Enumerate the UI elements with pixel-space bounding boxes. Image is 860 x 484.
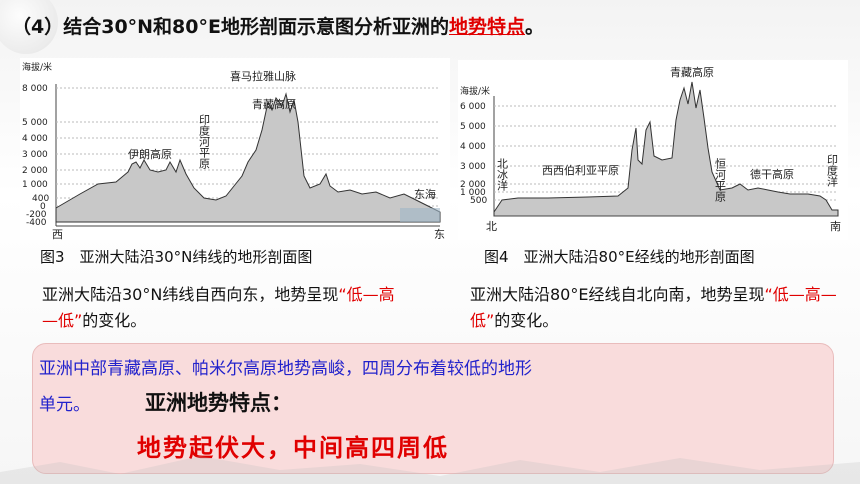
fig4-y-tick: 1 000 bbox=[460, 188, 486, 198]
fig3-label: 伊朗高原 bbox=[128, 147, 172, 161]
fig4-terrain bbox=[493, 81, 839, 217]
desc-30n: 亚洲大陆沿30°N纬线自西向东，地势呈现“低—高—低”的变化。 bbox=[42, 285, 395, 330]
svg-text:印度河平原: 印度河平原 bbox=[198, 114, 211, 169]
fig4-label-vertical: 北冰洋 bbox=[496, 158, 509, 191]
desc-30n-quote: “低—高—低” bbox=[42, 285, 395, 330]
fig4-y-tick: 500 bbox=[470, 196, 487, 206]
summary-box: 亚洲中部青藏高原、帕米尔高原地势高峻，四周分布着较低的地形 单元。 亚洲地势特点… bbox=[32, 343, 834, 474]
fig4-caption: 图4 亚洲大陆沿80°E经线的地形剖面图 bbox=[484, 248, 755, 266]
summary-heading: 亚洲地势特点： bbox=[145, 391, 292, 415]
fig4-label: 西西伯利亚平原 bbox=[542, 163, 619, 177]
fig4-left-end: 北 bbox=[486, 220, 497, 233]
figure-30n-profile: 海拔/米 8 000 5 000 4 000 3 000 2 000 1 000… bbox=[20, 58, 450, 240]
fig3-y-tick: -400 bbox=[26, 218, 47, 228]
fig3-label: 喜马拉雅山脉 bbox=[230, 69, 296, 83]
fig4-y-tick: 2 000 bbox=[460, 180, 486, 190]
svg-text:恒河平原: 恒河平原 bbox=[714, 158, 727, 202]
fig3-y-tick: 0 bbox=[40, 202, 46, 212]
bottom-decoration bbox=[0, 456, 860, 484]
fig4-y-tick: 5 000 bbox=[460, 122, 486, 132]
fig4-y-ticks: 6 000 5 000 4 000 3 000 2 000 1 000 500 bbox=[460, 102, 838, 206]
fig4-label-vertical: 印度洋 bbox=[826, 154, 839, 187]
fig3-y-tick: -200 bbox=[26, 210, 47, 220]
fig4-y-tick: 3 000 bbox=[460, 162, 486, 172]
fig4-y-tick: 6 000 bbox=[460, 102, 486, 112]
fig4-label: 青藏高原 bbox=[670, 65, 714, 79]
svg-text:印度洋: 印度洋 bbox=[826, 154, 839, 187]
svg-text:北冰洋: 北冰洋 bbox=[496, 158, 509, 191]
desc-80e: 亚洲大陆沿80°E经线自北向南，地势呈现“低—高—低”的变化。 bbox=[470, 285, 837, 330]
fig3-ylabel: 海拔/米 bbox=[22, 61, 52, 73]
figure-80e-profile: 海拔/米 6 000 5 000 4 000 3 000 2 000 1 000… bbox=[458, 60, 848, 240]
fig3-label: 东海 bbox=[414, 187, 436, 201]
fig3-y-tick: 400 bbox=[32, 194, 49, 204]
summary-line1: 亚洲中部青藏高原、帕米尔高原地势高峻，四周分布着较低的地形 bbox=[39, 359, 532, 379]
fig3-y-tick: 1 000 bbox=[22, 180, 48, 190]
page-title: （4）结合30°N和80°E地形剖面示意图分析亚洲的地势特点。 bbox=[12, 16, 545, 38]
fig3-terrain bbox=[55, 92, 441, 223]
summary-line2: 单元。 bbox=[39, 395, 90, 415]
fig3-y-tick: 2 000 bbox=[22, 166, 48, 176]
title-highlight: 地势特点 bbox=[448, 16, 525, 38]
fig4-label-vertical: 恒河平原 bbox=[714, 158, 727, 202]
fig3-right-end: 东 bbox=[434, 228, 445, 240]
summary-conclusion: 地势起伏大，中间高四周低 bbox=[137, 434, 449, 462]
fig3-label-vertical: 印度河平原 bbox=[198, 114, 211, 169]
fig4-right-end: 南 bbox=[830, 220, 841, 233]
fig3-y-tick: 4 000 bbox=[22, 134, 48, 144]
desc-80e-quote: “低—高—低” bbox=[470, 285, 837, 330]
fig3-caption: 图3 亚洲大陆沿30°N纬线的地形剖面图 bbox=[40, 248, 313, 266]
fig4-y-tick: 4 000 bbox=[460, 142, 486, 152]
fig4-ylabel: 海拔/米 bbox=[460, 85, 490, 97]
fig3-left-end: 西 bbox=[52, 228, 63, 240]
fig4-label: 德干高原 bbox=[750, 167, 794, 181]
fig3-y-tick: 3 000 bbox=[22, 150, 48, 160]
fig3-y-tick: 5 000 bbox=[22, 118, 48, 128]
fig3-label: 青藏高原 bbox=[252, 97, 296, 111]
fig3-y-tick: 8 000 bbox=[22, 84, 48, 94]
